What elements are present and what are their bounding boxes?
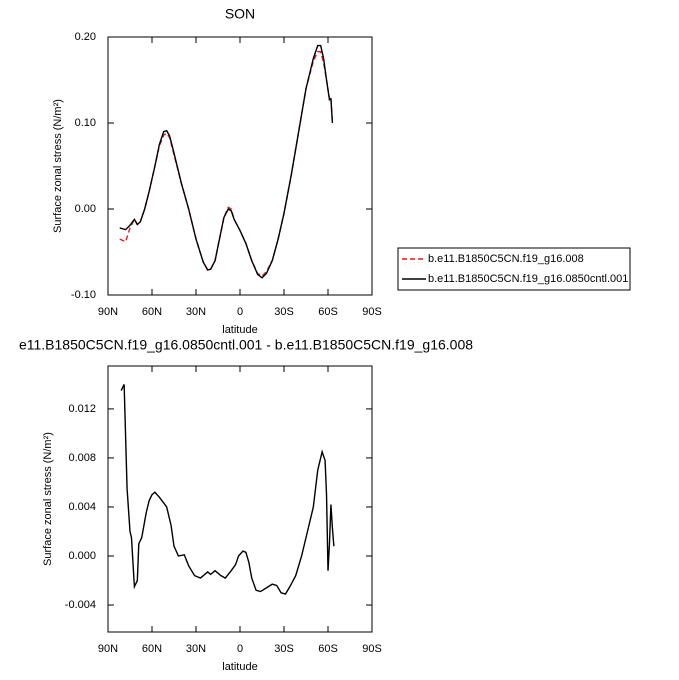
chart-title: e11.B1850C5CN.f19_g16.0850cntl.001 - b.e… bbox=[19, 337, 473, 353]
legend-label: b.e11.B1850C5CN.f19_g16.008 bbox=[428, 253, 584, 265]
y-axis-label: Surface zonal stress (N/m²) bbox=[42, 432, 54, 566]
x-tick-label: 90N bbox=[98, 643, 118, 655]
x-tick-label: 0 bbox=[237, 306, 243, 318]
x-tick-label: 30N bbox=[186, 306, 206, 318]
y-tick-label: 0.012 bbox=[68, 403, 96, 415]
plot-frame bbox=[107, 36, 373, 296]
y-tick-label: -0.004 bbox=[65, 599, 96, 611]
x-tick-label: 30N bbox=[186, 643, 206, 655]
x-tick-label: 60N bbox=[142, 643, 162, 655]
y-tick-label: -0.10 bbox=[71, 289, 96, 301]
y-tick-label: 0.20 bbox=[75, 31, 96, 43]
x-tick-label: 60N bbox=[142, 306, 162, 318]
data-line bbox=[119, 44, 334, 279]
legend-box bbox=[397, 247, 631, 291]
y-tick-label: 0.00 bbox=[75, 203, 96, 215]
x-tick-label: 60S bbox=[318, 643, 338, 655]
x-tick-label: 60S bbox=[318, 306, 338, 318]
x-tick-label: 30S bbox=[274, 306, 294, 318]
x-axis-label: latitude bbox=[222, 661, 257, 673]
y-axis-label: Surface zonal stress (N/m²) bbox=[52, 99, 64, 233]
chart-title: SON bbox=[225, 6, 255, 22]
y-tick-label: 0.004 bbox=[68, 501, 96, 513]
x-tick-label: 90N bbox=[98, 306, 118, 318]
x-tick-label: 90S bbox=[362, 643, 382, 655]
x-tick-label: 90S bbox=[362, 306, 382, 318]
y-tick-label: 0.008 bbox=[68, 452, 96, 464]
x-tick-label: 0 bbox=[237, 643, 243, 655]
plot-frame bbox=[107, 365, 373, 633]
legend-label: b.e11.B1850C5CN.f19_g16.0850cntl.001 bbox=[428, 273, 628, 285]
y-tick-label: 0.10 bbox=[75, 117, 96, 129]
data-line bbox=[119, 50, 334, 277]
y-tick-label: 0.000 bbox=[68, 550, 96, 562]
x-tick-label: 30S bbox=[274, 643, 294, 655]
data-line bbox=[120, 384, 335, 595]
x-axis-label: latitude bbox=[222, 324, 257, 336]
